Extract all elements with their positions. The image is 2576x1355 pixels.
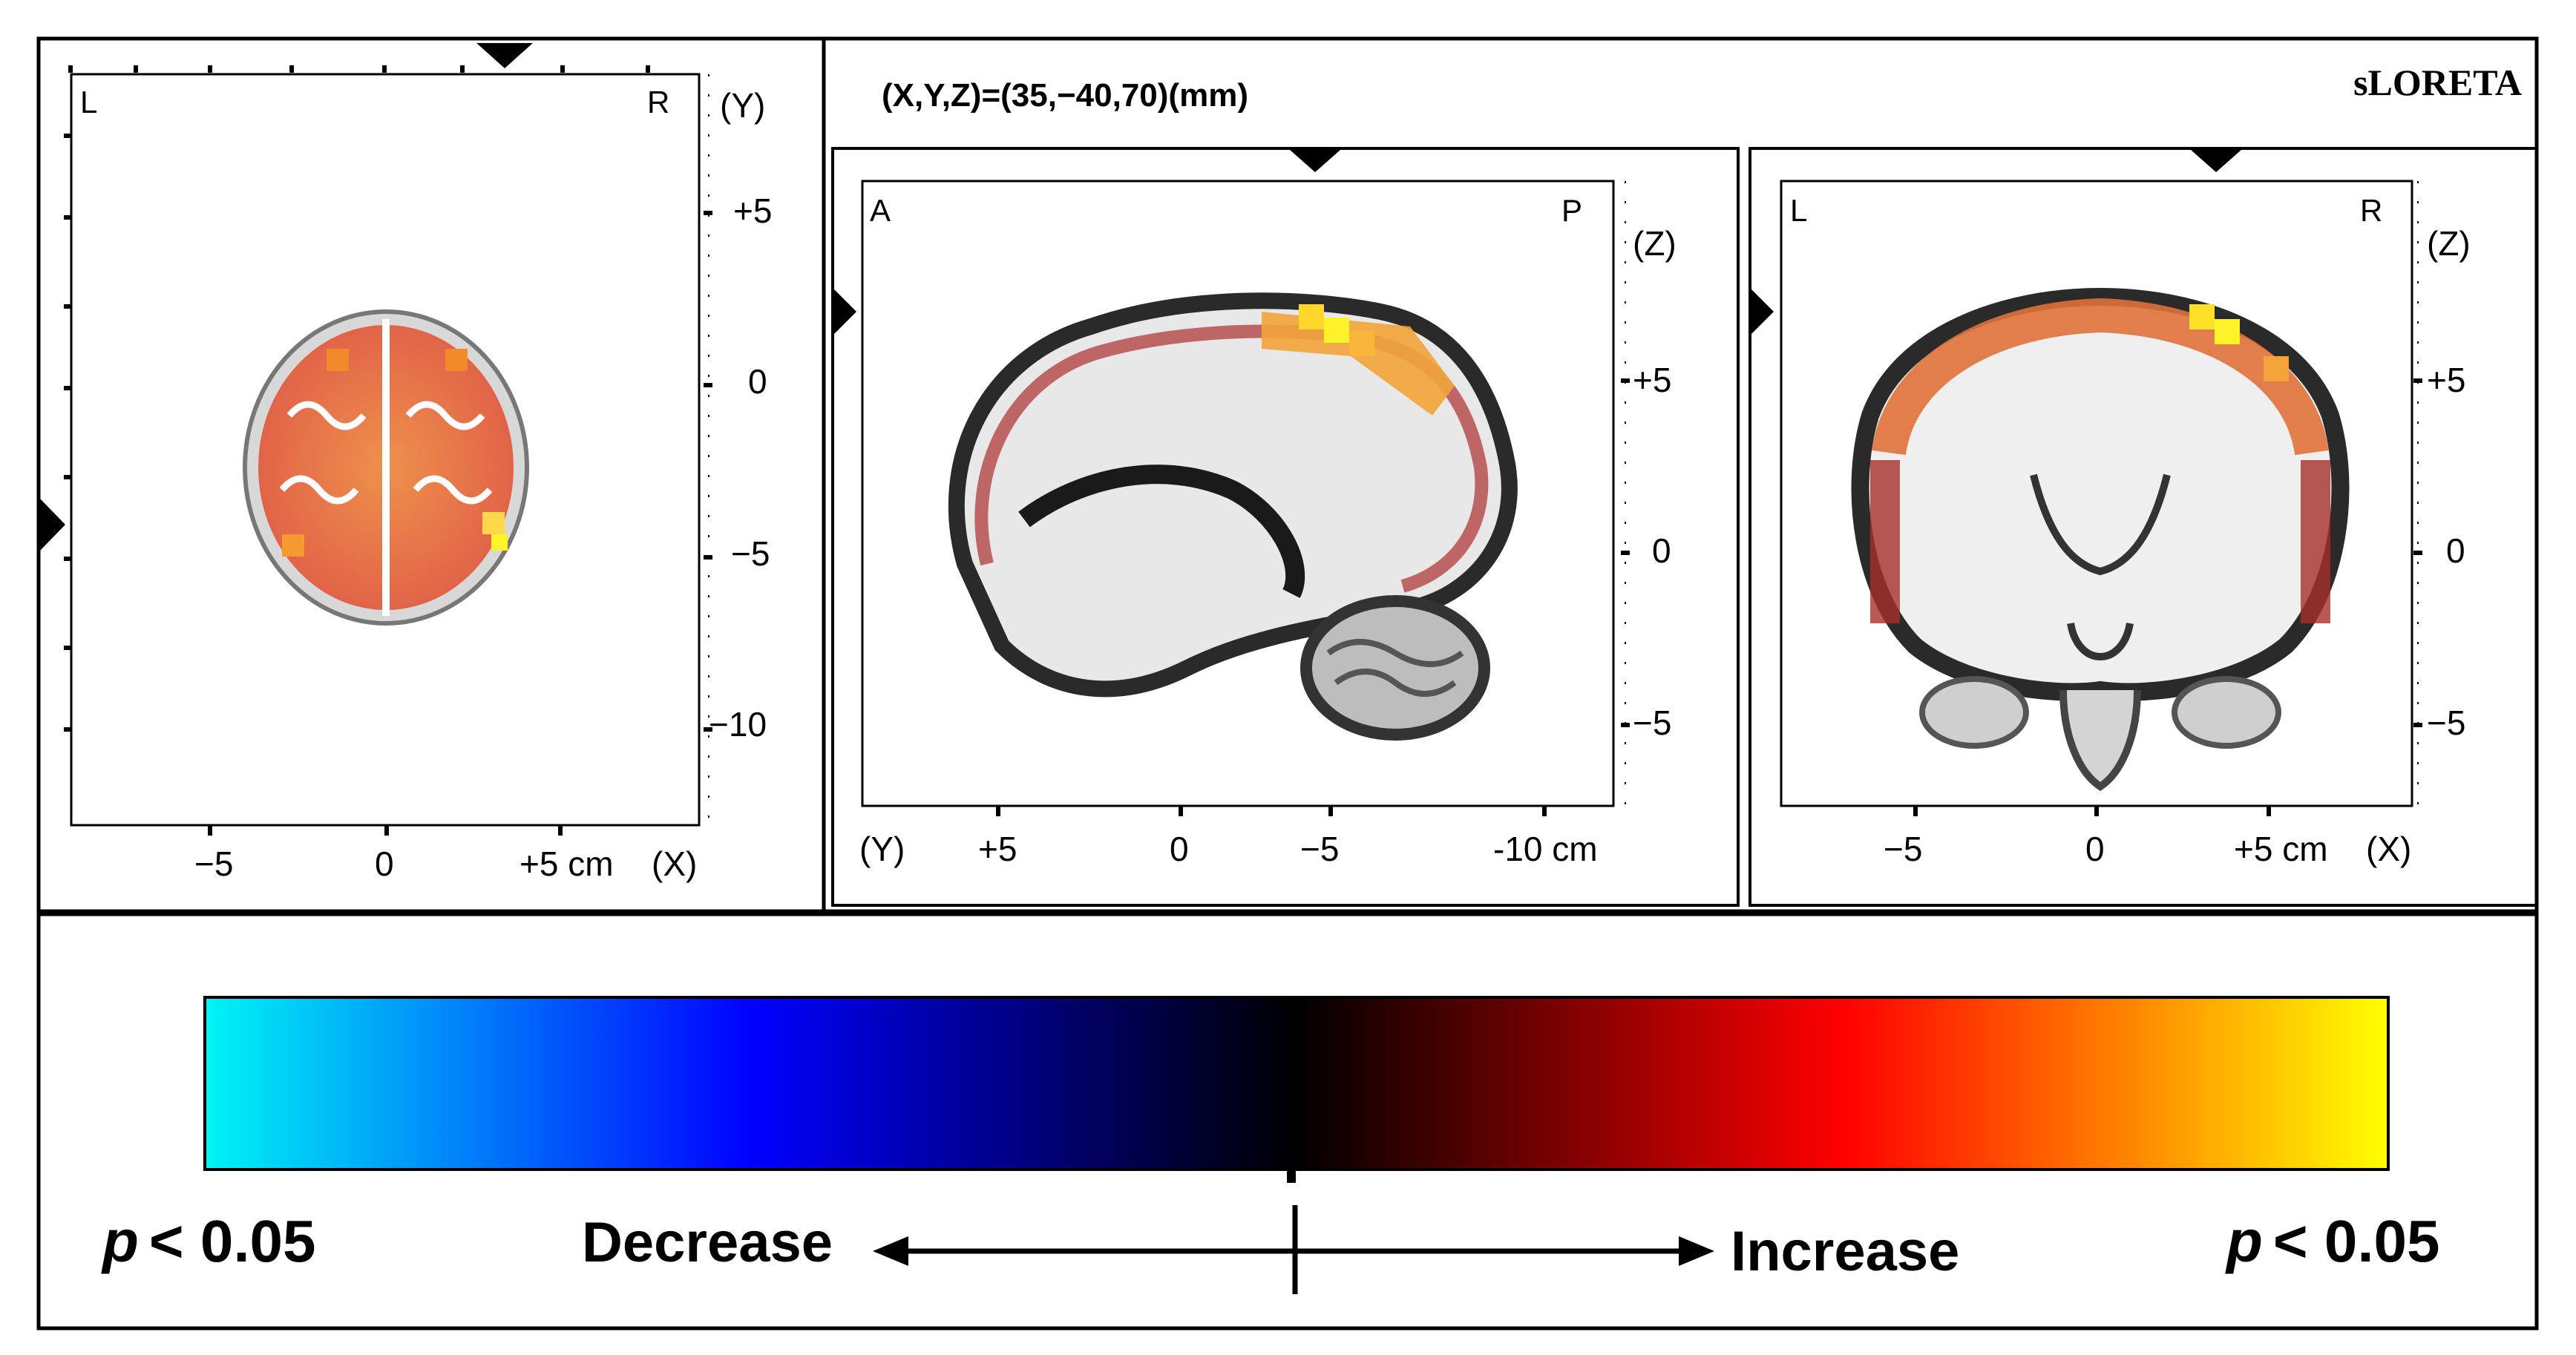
direction-arrows	[873, 1205, 1714, 1294]
coronal-cursor-left	[1751, 289, 1774, 334]
coronal-z-tick: 0	[2446, 531, 2465, 570]
coronal-panel: L R (Z) +5 0 −5 −5 0 +5 cm (X)	[1749, 147, 2538, 907]
sagittal-brain-slice	[948, 292, 1518, 741]
coronal-brain-slice	[1851, 287, 2350, 792]
increase-label: Increase	[1731, 1220, 1959, 1283]
axial-x-axis-name: (X)	[652, 844, 697, 883]
coronal-corner-left: L	[1790, 193, 1807, 228]
sagittal-z-axis-name: (Z)	[1633, 224, 1677, 263]
axial-y-axis-name: (Y)	[720, 86, 765, 125]
coordinate-readout: (X,Y,Z)=(35,−40,70)(mm)	[882, 77, 1248, 114]
sagittal-corner-left: A	[870, 193, 891, 228]
sagittal-y-tick: −5	[1300, 830, 1339, 868]
coronal-z-tick: +5	[2427, 361, 2465, 399]
coronal-z-axis-name: (Z)	[2427, 224, 2471, 263]
sagittal-y-tick: 0	[1170, 830, 1189, 868]
sagittal-y-tick: -10 cm	[1493, 830, 1598, 868]
axial-panel: L R (Y) +5 0 −5 −10 −5 0 +5 cm (X)	[40, 43, 772, 883]
axial-y-tick: −5	[731, 534, 770, 573]
axial-ruler-marks	[64, 65, 650, 732]
colorbar	[203, 996, 2390, 1171]
sagittal-z-tick: 0	[1652, 531, 1671, 570]
decrease-label: Decrease	[582, 1211, 833, 1274]
coronal-cursor-top	[2191, 150, 2241, 172]
left-threshold-label: p < 0.05	[101, 1208, 316, 1274]
axial-cursor-top	[476, 43, 533, 68]
axial-y-tick: +5	[733, 191, 772, 230]
axial-x-tick: 0	[375, 844, 394, 883]
sagittal-z-tick: −5	[1633, 703, 1671, 742]
legend-frame	[36, 912, 2539, 1331]
coronal-x-tick: 0	[2085, 830, 2105, 868]
coronal-x-tick: −5	[1884, 830, 1922, 868]
axial-corner-right: R	[647, 85, 669, 119]
axial-brain-slice	[243, 309, 529, 626]
sagittal-z-tick: +5	[1633, 361, 1671, 399]
sagittal-y-tick: +5	[978, 830, 1017, 868]
axial-y-tick: 0	[748, 362, 767, 401]
sagittal-panel: A P (Z) +5 0 −5 (Y) +5 0 −5 -10 cm	[831, 147, 1740, 907]
sagittal-y-axis-name: (Y)	[859, 830, 905, 868]
right-arrow-icon	[1679, 1236, 1714, 1266]
right-threshold-label: p < 0.05	[2225, 1208, 2440, 1274]
axial-corner-left: L	[80, 85, 97, 119]
left-arrow-icon	[873, 1236, 908, 1266]
coronal-corner-right: R	[2360, 193, 2382, 228]
sagittal-cursor-left	[834, 289, 856, 334]
coronal-x-tick: +5 cm	[2234, 830, 2328, 868]
coronal-x-axis-name: (X)	[2366, 830, 2411, 868]
axial-cursor-left	[40, 499, 65, 551]
sagittal-corner-right: P	[1561, 193, 1582, 228]
software-label: sLORETA	[2353, 62, 2522, 103]
colorbar-center-tick	[1287, 1171, 1296, 1183]
coronal-z-tick: −5	[2427, 703, 2465, 742]
axial-y-tick: −10	[709, 705, 767, 744]
sagittal-cursor-top	[1290, 150, 1340, 172]
axial-x-tick: +5 cm	[520, 844, 614, 883]
axial-x-tick: −5	[194, 844, 233, 883]
